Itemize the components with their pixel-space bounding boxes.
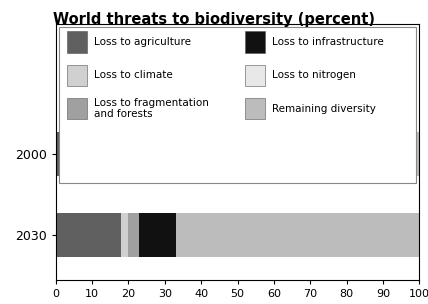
Bar: [245, 98, 265, 119]
Bar: [67, 64, 86, 86]
Text: Remaining diversity: Remaining diversity: [272, 104, 376, 114]
Text: World threats to biodiversity (percent): World threats to biodiversity (percent): [53, 12, 375, 27]
Bar: [67, 98, 86, 119]
Bar: [176, 213, 419, 257]
Bar: [165, 132, 419, 176]
Bar: [245, 64, 265, 86]
Bar: [56, 132, 121, 176]
Text: Loss to nitrogen: Loss to nitrogen: [272, 71, 356, 80]
Bar: [140, 213, 176, 257]
Bar: [59, 27, 416, 183]
Text: Loss to fragmentation
and forests: Loss to fragmentation and forests: [94, 98, 209, 119]
Bar: [121, 213, 128, 257]
Bar: [128, 213, 140, 257]
Bar: [245, 31, 265, 53]
Text: Loss to infrastructure: Loss to infrastructure: [272, 37, 384, 47]
Bar: [128, 132, 165, 176]
Bar: [56, 213, 121, 257]
Text: Loss to agriculture: Loss to agriculture: [94, 37, 191, 47]
Bar: [121, 132, 128, 176]
Text: Loss to climate: Loss to climate: [94, 71, 172, 80]
Bar: [67, 31, 86, 53]
